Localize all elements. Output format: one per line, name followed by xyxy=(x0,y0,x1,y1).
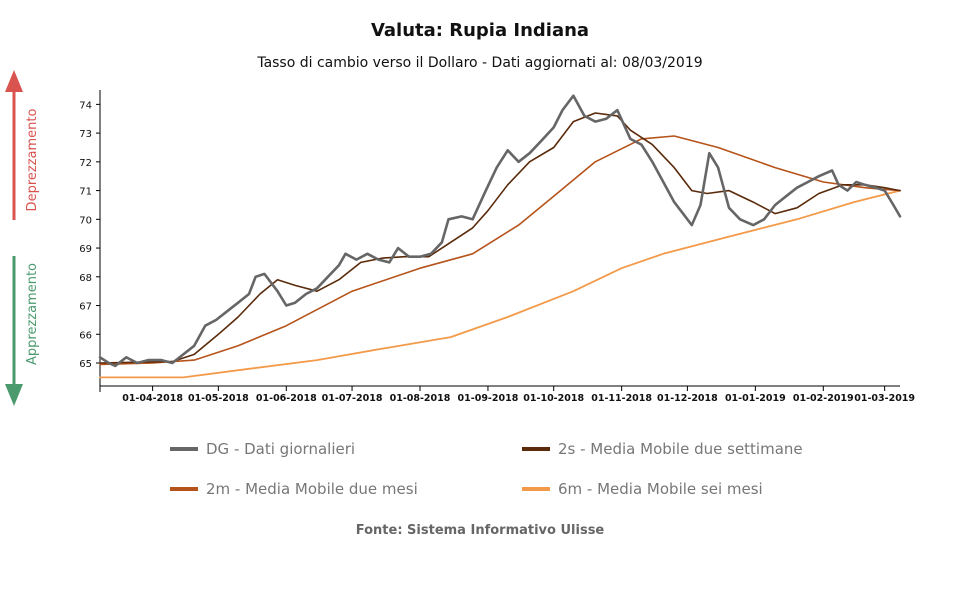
legend: DG - Dati giornalieri 2s - Media Mobile d… xyxy=(170,440,870,510)
x-tick-label: 01-01-2019 xyxy=(725,393,786,404)
x-tick-label: 01-10-2018 xyxy=(523,393,584,404)
depreciation-indicator: Deprezzamento xyxy=(5,70,40,220)
legend-item: 2s - Media Mobile due settimane xyxy=(522,440,803,458)
y-tick-label: 66 xyxy=(79,330,92,341)
series-group xyxy=(98,94,902,379)
legend-label: DG - Dati giornalieri xyxy=(206,440,356,458)
y-tick-label: 74 xyxy=(79,100,92,111)
series-line-1 xyxy=(98,94,902,368)
x-tick-label: 01-06-2018 xyxy=(256,393,317,404)
y-tick-label: 73 xyxy=(79,129,92,140)
legend-swatch xyxy=(170,447,198,451)
y-tick-label: 71 xyxy=(79,187,92,198)
x-tick-label: 01-08-2018 xyxy=(390,393,451,404)
legend-label: 2m - Media Mobile due mesi xyxy=(206,480,418,498)
legend-label: 6m - Media Mobile sei mesi xyxy=(558,480,763,498)
line-chart: Deprezzamento Apprezzamento 65 66 67 68 69 70… xyxy=(5,70,915,406)
y-tick-label: 67 xyxy=(79,302,92,313)
x-tick-label: 01-05-2018 xyxy=(188,393,249,404)
axes: 65 66 67 68 69 70 71 72 73 74 01-04-2018 01-05-2018… xyxy=(79,90,915,404)
legend-swatch xyxy=(522,447,550,451)
x-tick-label: 01-09-2018 xyxy=(458,393,519,404)
side-label-down: Apprezzamento xyxy=(25,263,40,365)
legend-item: DG - Dati giornalieri xyxy=(170,440,355,458)
x-tick-label: 01-02-2019 xyxy=(793,393,854,404)
x-tick-label: 01-04-2018 xyxy=(122,393,183,404)
up-arrow-head-icon xyxy=(5,70,23,92)
series-line-2 xyxy=(99,112,901,364)
side-label-up: Deprezzamento xyxy=(25,109,40,212)
source-note: Fonte: Sistema Informativo Ulisse xyxy=(355,523,605,538)
y-tick-label: 65 xyxy=(79,359,92,370)
legend-item: 6m - Media Mobile sei mesi xyxy=(522,480,763,498)
x-tick-label: 01-11-2018 xyxy=(591,393,652,404)
x-tick-label: 01-03-2019 xyxy=(854,393,915,404)
series-line-3 xyxy=(99,135,901,366)
y-tick-label: 68 xyxy=(79,273,92,284)
down-arrow-head-icon xyxy=(5,384,23,406)
x-tick-label: 01-07-2018 xyxy=(322,393,383,404)
y-tick-label: 70 xyxy=(79,215,92,226)
chart-title: Valuta: Rupia Indiana xyxy=(370,20,590,41)
appreciation-indicator: Apprezzamento xyxy=(5,256,40,406)
legend-item: 2m - Media Mobile due mesi xyxy=(170,480,418,498)
chart-subtitle: Tasso di cambio verso il Dollaro - Dati … xyxy=(257,55,703,71)
y-tick-label: 69 xyxy=(79,244,92,255)
legend-swatch xyxy=(170,487,198,491)
legend-label: 2s - Media Mobile due settimane xyxy=(558,440,803,458)
y-tick-label: 72 xyxy=(79,158,92,169)
x-tick-label: 01-12-2018 xyxy=(657,393,718,404)
series-line-4 xyxy=(99,189,901,379)
legend-swatch xyxy=(522,487,550,491)
